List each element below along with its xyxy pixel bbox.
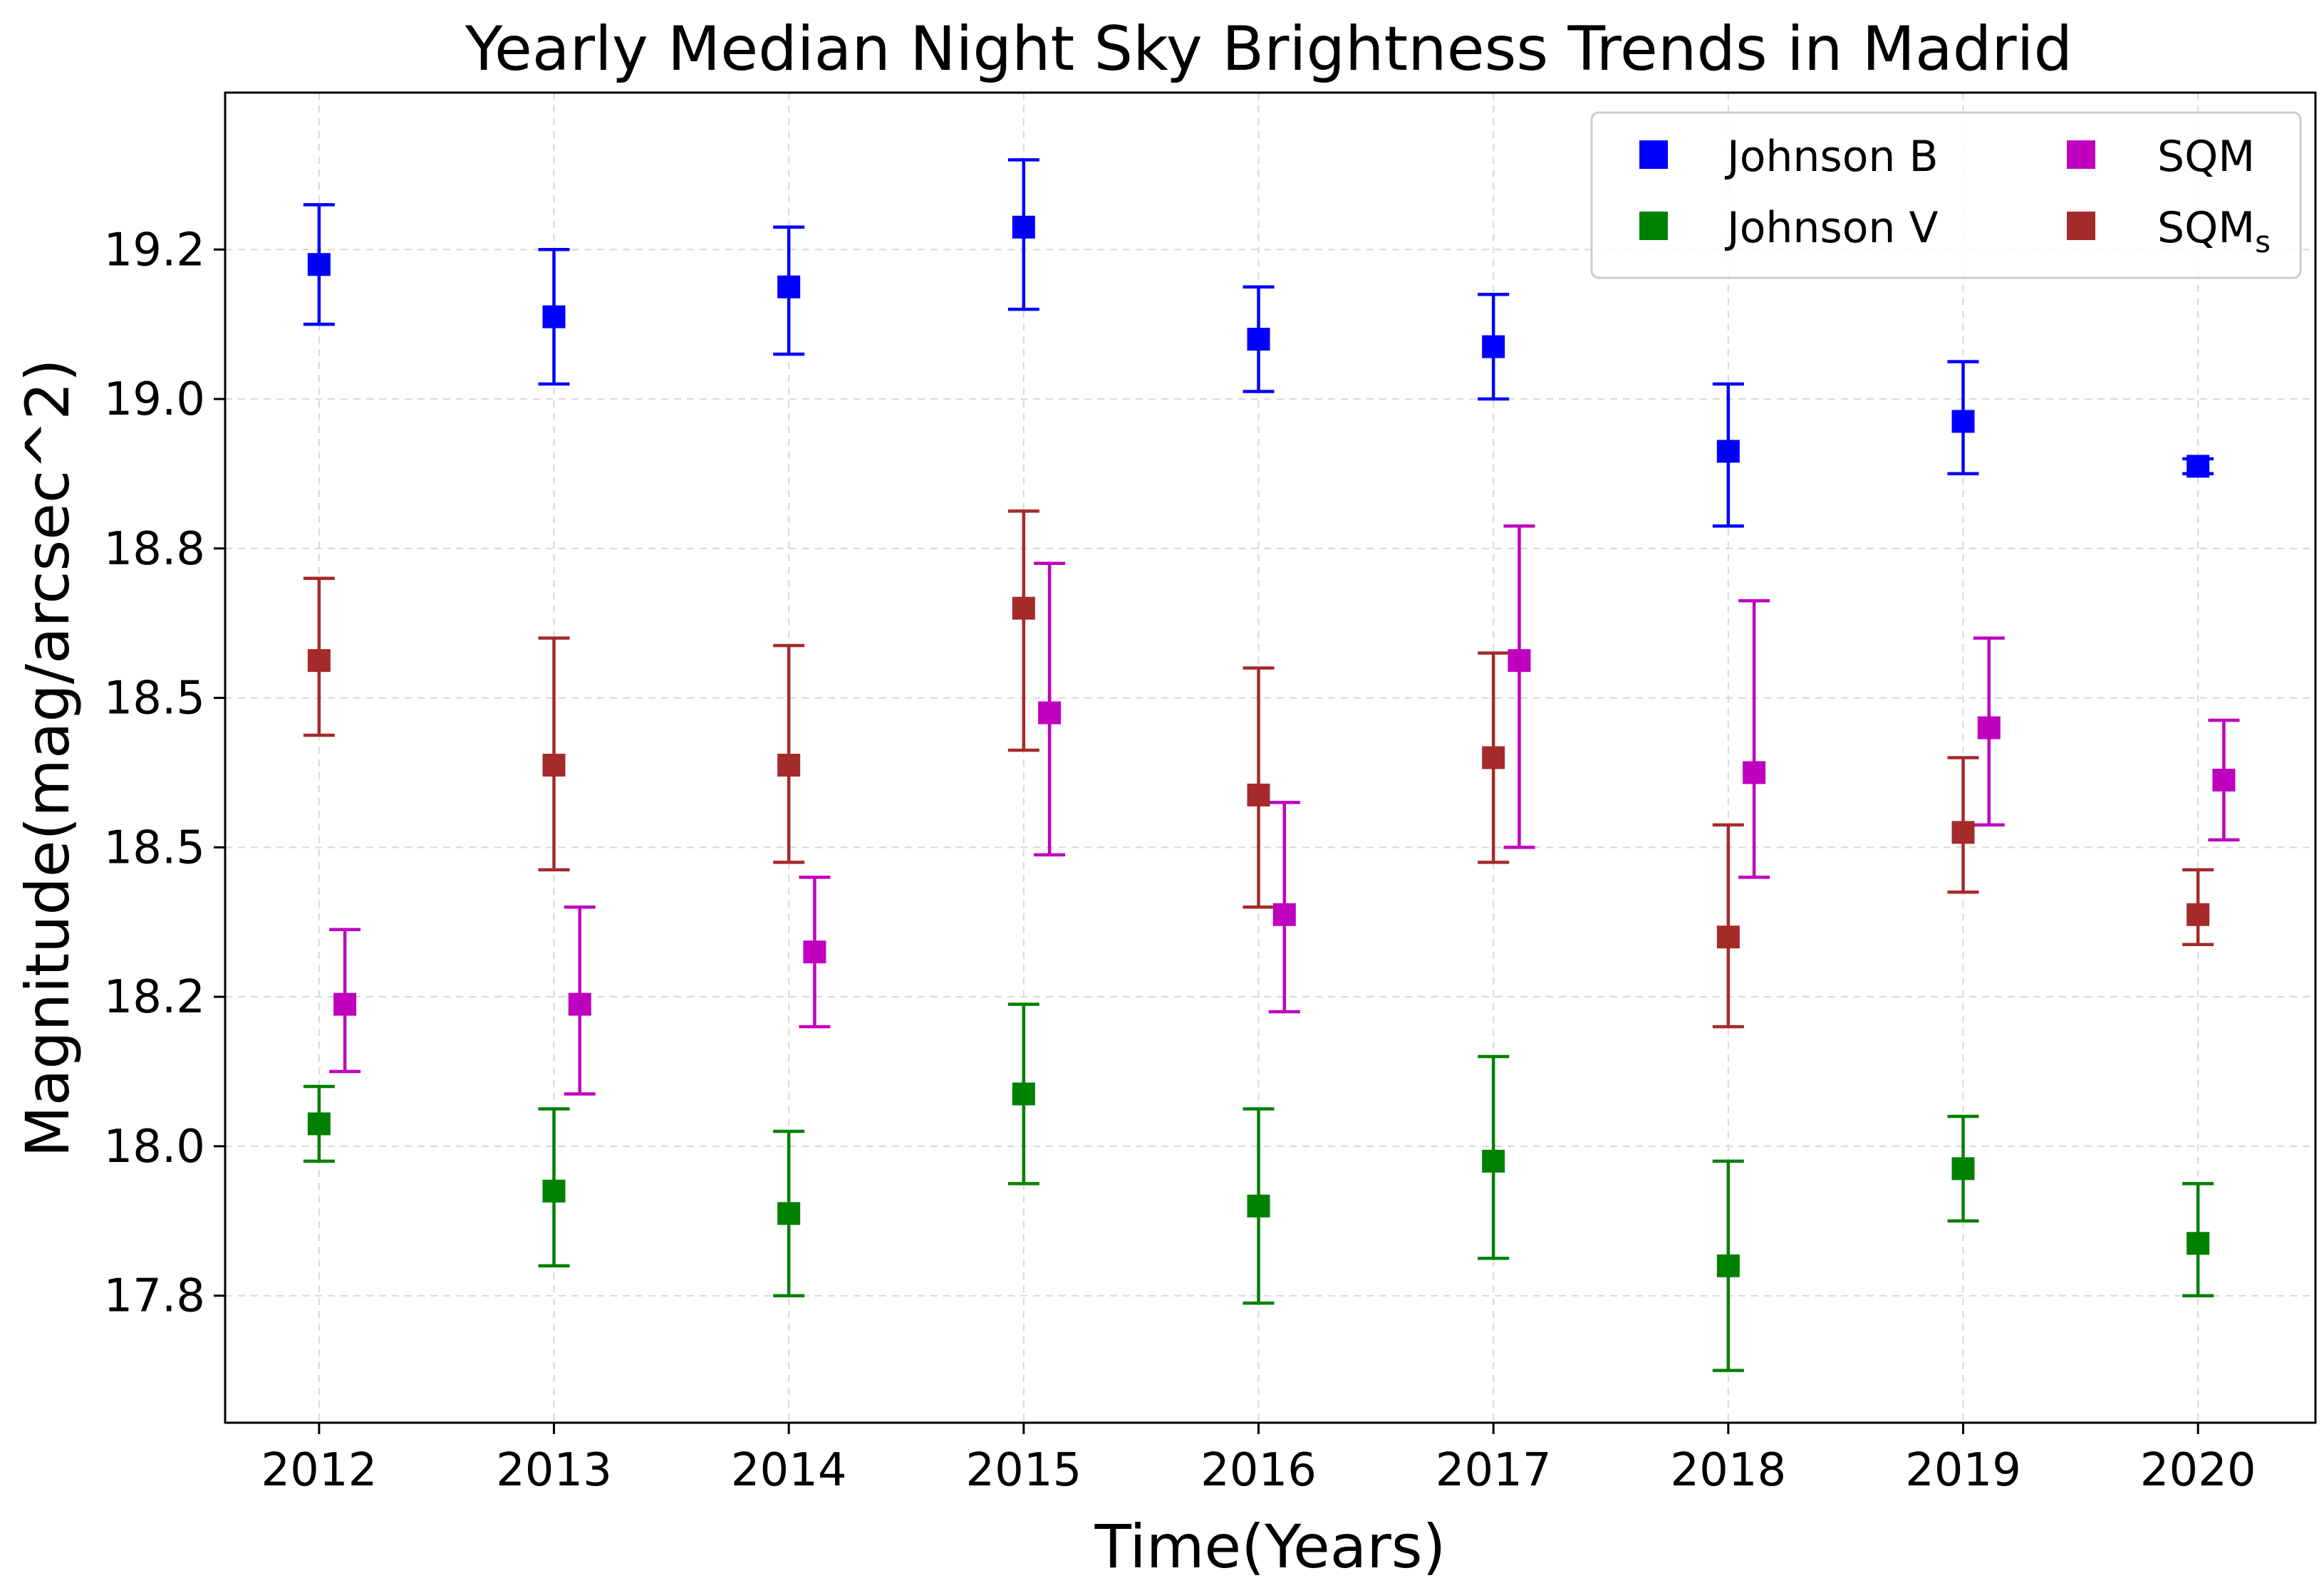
legend: Johnson B Johnson V SQM SQMs — [1590, 111, 2302, 279]
chart-title: Yearly Median Night Sky Brightness Trend… — [465, 14, 2073, 85]
data-point — [2186, 1232, 2210, 1255]
legend-label-sqms: SQMs — [2157, 203, 2271, 259]
x-tick-label: 2019 — [1905, 1444, 2021, 1497]
y-tick-label: 19.2 — [104, 224, 206, 276]
y-tick-label: 17.8 — [104, 1270, 206, 1323]
data-point — [777, 275, 801, 299]
data-point — [1247, 1194, 1270, 1218]
data-point — [2212, 768, 2236, 792]
series-johnson-b — [303, 158, 2214, 528]
y-tick-label: 18.5 — [104, 673, 206, 725]
x-tick-label: 2013 — [496, 1444, 612, 1497]
legend-marker-sqms — [2067, 212, 2095, 240]
y-tick-label: 18.8 — [104, 523, 206, 576]
data-point — [542, 753, 566, 777]
data-point — [777, 1202, 801, 1225]
x-tick-label: 2016 — [1200, 1444, 1317, 1497]
y-tick-label: 18.0 — [104, 1121, 206, 1173]
data-point — [1012, 215, 1035, 239]
data-point — [1482, 746, 1505, 769]
legend-marker-johnson-b — [1639, 140, 1668, 169]
data-point — [1977, 716, 2001, 740]
data-point — [568, 992, 591, 1016]
legend-label-johnson-v: Johnson V — [1724, 203, 1939, 253]
data-point — [542, 305, 566, 328]
data-series — [303, 158, 2240, 1372]
data-point — [777, 753, 801, 777]
y-axis: 17.8 18.0 18.2 18.5 18.5 18.8 19.0 19.2 — [104, 224, 225, 1323]
series-johnson-v — [303, 1002, 2214, 1372]
data-point — [1951, 410, 1975, 433]
x-axis-label: Time(Years) — [1094, 1512, 1446, 1582]
data-point — [1012, 596, 1035, 620]
data-point — [333, 992, 357, 1016]
data-point — [2186, 455, 2210, 478]
data-point — [803, 940, 826, 964]
data-point — [307, 649, 331, 673]
y-tick-label: 19.0 — [104, 373, 206, 426]
data-point — [2186, 903, 2210, 926]
legend-label-johnson-b: Johnson B — [1724, 132, 1939, 182]
data-point — [307, 1112, 331, 1136]
legend-marker-johnson-v — [1639, 212, 1668, 240]
x-tick-label: 2012 — [261, 1444, 377, 1497]
data-point — [1038, 701, 1062, 725]
legend-label-sqms-subscript: s — [2255, 224, 2271, 259]
data-point — [1716, 925, 1740, 949]
series-sqms — [303, 509, 2214, 1029]
x-tick-label: 2020 — [2140, 1444, 2256, 1497]
data-point — [1716, 1254, 1740, 1277]
y-tick-label: 18.2 — [104, 971, 206, 1024]
series-sqm — [329, 524, 2240, 1096]
x-tick-label: 2014 — [731, 1444, 847, 1497]
data-point — [1012, 1082, 1035, 1106]
data-point — [1247, 328, 1270, 351]
data-point — [1272, 903, 1296, 926]
x-axis: 2012 2013 2014 2015 2016 2017 2018 2019 2020 — [261, 1423, 2256, 1497]
data-point — [1951, 821, 1975, 844]
data-point — [1482, 1149, 1505, 1173]
data-point — [1951, 1157, 1975, 1181]
plot-area-frame — [224, 91, 2317, 1424]
data-point — [1508, 649, 1531, 673]
y-axis-label: Magnitude(mag/arcsec^2) — [13, 358, 83, 1157]
x-tick-label: 2018 — [1670, 1444, 1786, 1497]
data-point — [1716, 440, 1740, 463]
x-tick-label: 2015 — [965, 1444, 1081, 1497]
legend-label-sqms-base: SQM — [2157, 203, 2255, 253]
data-point — [1247, 783, 1270, 806]
legend-label-sqm: SQM — [2157, 132, 2255, 182]
legend-marker-sqm — [2067, 140, 2095, 169]
data-point — [1743, 761, 1766, 784]
legend-box — [1590, 111, 2302, 279]
data-point — [542, 1179, 566, 1203]
y-tick-label: 18.5 — [104, 821, 206, 874]
data-point — [1482, 335, 1505, 358]
x-tick-label: 2017 — [1436, 1444, 1552, 1497]
data-point — [307, 253, 331, 276]
